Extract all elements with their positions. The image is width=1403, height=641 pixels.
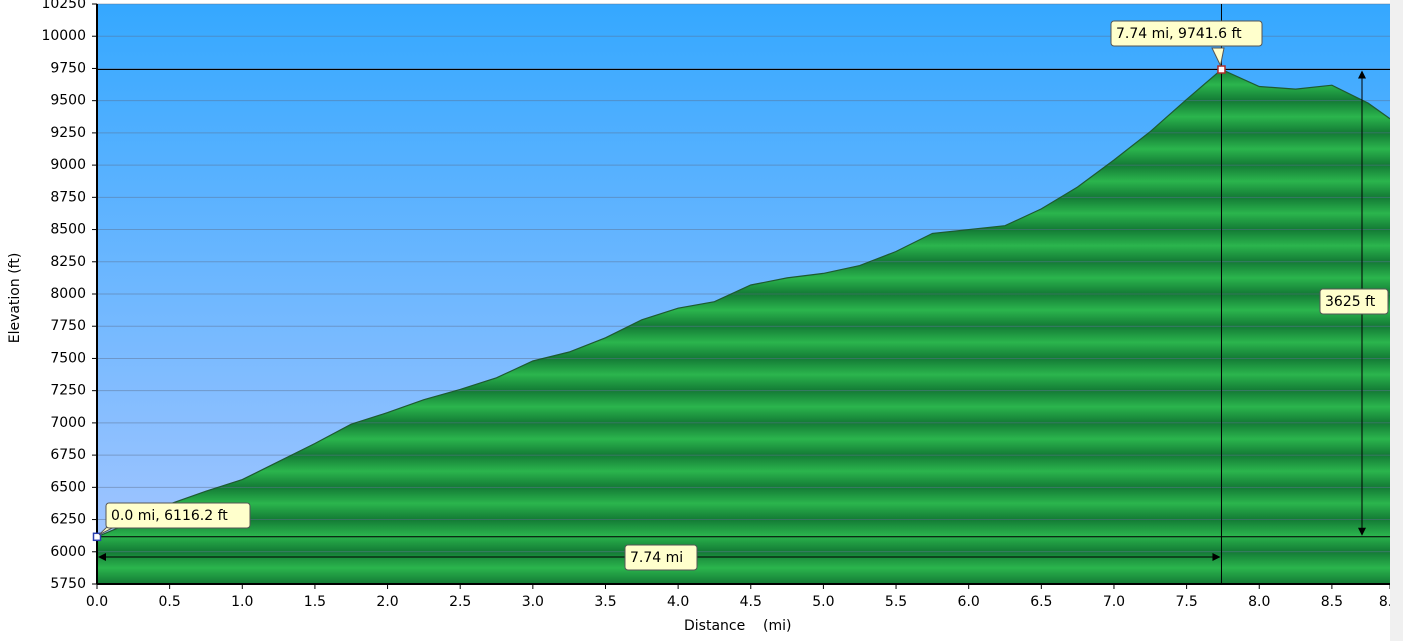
peak-callout-text: 7.74 mi, 9741.6 ft	[1116, 26, 1242, 42]
x-tick-label: 4.0	[667, 594, 689, 610]
x-tick-label: 8.5	[1321, 594, 1343, 610]
gain-arrowhead-top	[1358, 70, 1366, 79]
y-tick-label: 10000	[41, 28, 86, 44]
y-tick-label: 7250	[50, 383, 86, 399]
distance-callout-box	[624, 544, 698, 571]
peak-callout-box	[1110, 20, 1263, 47]
gain-callout-box	[1319, 288, 1389, 315]
y-tick-label: 7000	[50, 415, 86, 431]
x-tick-label: 2.5	[449, 594, 471, 610]
x-tick-label: 3.0	[522, 594, 544, 610]
distance-callout-text: 7.74 mi	[630, 550, 683, 566]
peak-point-marker	[1217, 65, 1226, 74]
x-tick-label: 5.0	[812, 594, 834, 610]
area-band	[97, 455, 1390, 488]
y-tick-label: 6500	[50, 479, 86, 495]
y-tick-label: 10250	[41, 0, 86, 12]
y-tick-label: 5750	[50, 576, 86, 592]
y-tick-label: 6750	[50, 447, 86, 463]
x-tick-label: 7.5	[1175, 594, 1197, 610]
y-tick-label: 8750	[50, 189, 86, 205]
start-callout: 0.0 mi, 6116.2 ft	[105, 502, 251, 529]
y-tick-label: 9500	[50, 93, 86, 109]
x-tick-label: 6.5	[1030, 594, 1052, 610]
y-tick-label: 6000	[50, 544, 86, 560]
y-tick-label: 9000	[50, 157, 86, 173]
distance-arrowhead-left	[98, 553, 106, 561]
y-tick-label: 7500	[50, 350, 86, 366]
x-tick-label: 6.0	[958, 594, 980, 610]
y-tick-label: 8250	[50, 254, 86, 270]
x-tick-label: 5.5	[885, 594, 907, 610]
scrollbar[interactable]	[1390, 0, 1403, 641]
gain-callout-text: 3625 ft	[1325, 294, 1376, 310]
grid-lines	[97, 3, 1390, 585]
area-band	[97, 487, 1390, 520]
start-point-marker	[92, 532, 102, 542]
y-tick-label: 8000	[50, 286, 86, 302]
elevation-outline	[96, 68, 1391, 538]
x-tick-label: 8.0	[1248, 594, 1270, 610]
x-tick-label: 7.0	[1103, 594, 1125, 610]
x-tick-label: 1.0	[231, 594, 253, 610]
start-callout-text: 0.0 mi, 6116.2 ft	[111, 508, 228, 524]
x-axis-title: Distance	[684, 618, 745, 634]
gain-arrowhead-bottom	[1358, 527, 1366, 536]
x-tick-label: 0.5	[159, 594, 181, 610]
start-callout-box	[105, 502, 251, 529]
distance-callout: 7.74 mi	[624, 544, 698, 571]
y-tick-label: 8500	[50, 222, 86, 238]
y-axis-title: Elevation (ft)	[7, 253, 23, 344]
peak-callout-pointer	[1211, 47, 1225, 68]
x-tick-label: 1.5	[304, 594, 326, 610]
x-tick-label: 4.5	[740, 594, 762, 610]
y-tick-label: 9750	[50, 60, 86, 76]
area-band	[97, 519, 1390, 552]
y-tick-label: 7750	[50, 318, 86, 334]
x-tick-labels: 0.0 0.5 1.0 1.5 2.0 2.5 3.0 3.5 4.0 4.5 5.0 5.5 6.0 6…	[86, 584, 1401, 610]
x-tick-label: 3.5	[594, 594, 616, 610]
distance-arrowhead-right	[1212, 553, 1221, 561]
y-tick-labels: 5750 6000 6250 6500 6750 7000 7250 7500 7750 8000…	[41, 0, 97, 592]
annotations: 0.0 mi, 6116.2 ft 7.74 mi, 9741.6 ft 7.74 …	[92, 4, 1390, 584]
peak-callout: 7.74 mi, 9741.6 ft	[1110, 20, 1263, 47]
x-tick-label: 2.0	[376, 594, 398, 610]
gain-callout: 3625 ft	[1319, 288, 1389, 315]
y-tick-label: 9250	[50, 125, 86, 141]
y-tick-label: 6250	[50, 512, 86, 528]
x-tick-label: 0.0	[86, 594, 108, 610]
x-axis-unit: (mi)	[763, 618, 791, 634]
